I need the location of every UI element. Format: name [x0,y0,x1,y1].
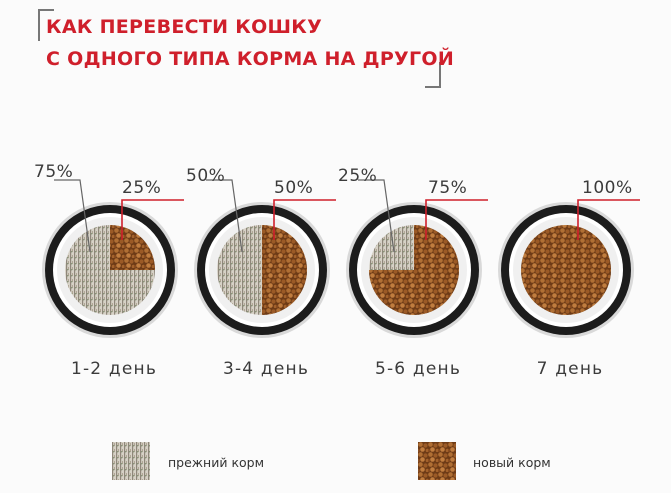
new-food-percent: 25% [122,178,162,198]
new-food-pointer [425,199,488,240]
title-frame-corner-top-left [38,9,54,41]
day-label: 5-6 день [374,359,462,379]
old-food-percent: 75% [34,162,74,182]
page-title-line-2: С ОДНОГО ТИПА КОРМА НА ДРУГОЙ [46,48,455,70]
stage-3: 25% 75% 5-6 день [338,158,498,379]
day-label: 7 день [536,359,604,379]
stage-2: 50% 50% 3-4 день [186,158,346,379]
bowl-illustration-stage-4 [498,199,640,338]
new-food-fill [262,225,307,315]
title-frame-corner-bottom-right [425,62,441,88]
old-food-percent: 50% [186,166,226,186]
day-label: 1-2 день [70,359,158,379]
bowl-illustration-stage-3 [346,179,488,338]
page-title-line-1: КАК ПЕРЕВЕСТИ КОШКУ [46,16,323,38]
stage-4: 100% 7 день [490,158,650,379]
legend-old-food-label: прежний корм [168,455,265,470]
legend-new-food-label: новый корм [473,455,551,470]
new-food-percent: 100% [582,178,633,198]
stage-1: 75% 25% 1-2 день [34,158,194,379]
new-food-fill [369,225,459,315]
new-food-percent: 75% [428,178,468,198]
new-food-pointer [273,199,336,240]
new-food-fill [521,225,611,315]
old-food-pointer [54,179,91,253]
bowl-illustration-stage-2 [194,179,336,338]
day-label: 3-4 день [222,359,310,379]
old-food-pointer [358,179,395,253]
new-food-pointer [121,199,184,240]
old-food-pointer [206,179,243,253]
new-food-pointer [577,199,640,240]
bowl-illustration-stage-1 [42,179,184,338]
new-food-percent: 50% [274,178,314,198]
old-food-percent: 25% [338,166,378,186]
legend-new-food-swatch [418,442,456,480]
legend-old-food-swatch [112,442,150,480]
